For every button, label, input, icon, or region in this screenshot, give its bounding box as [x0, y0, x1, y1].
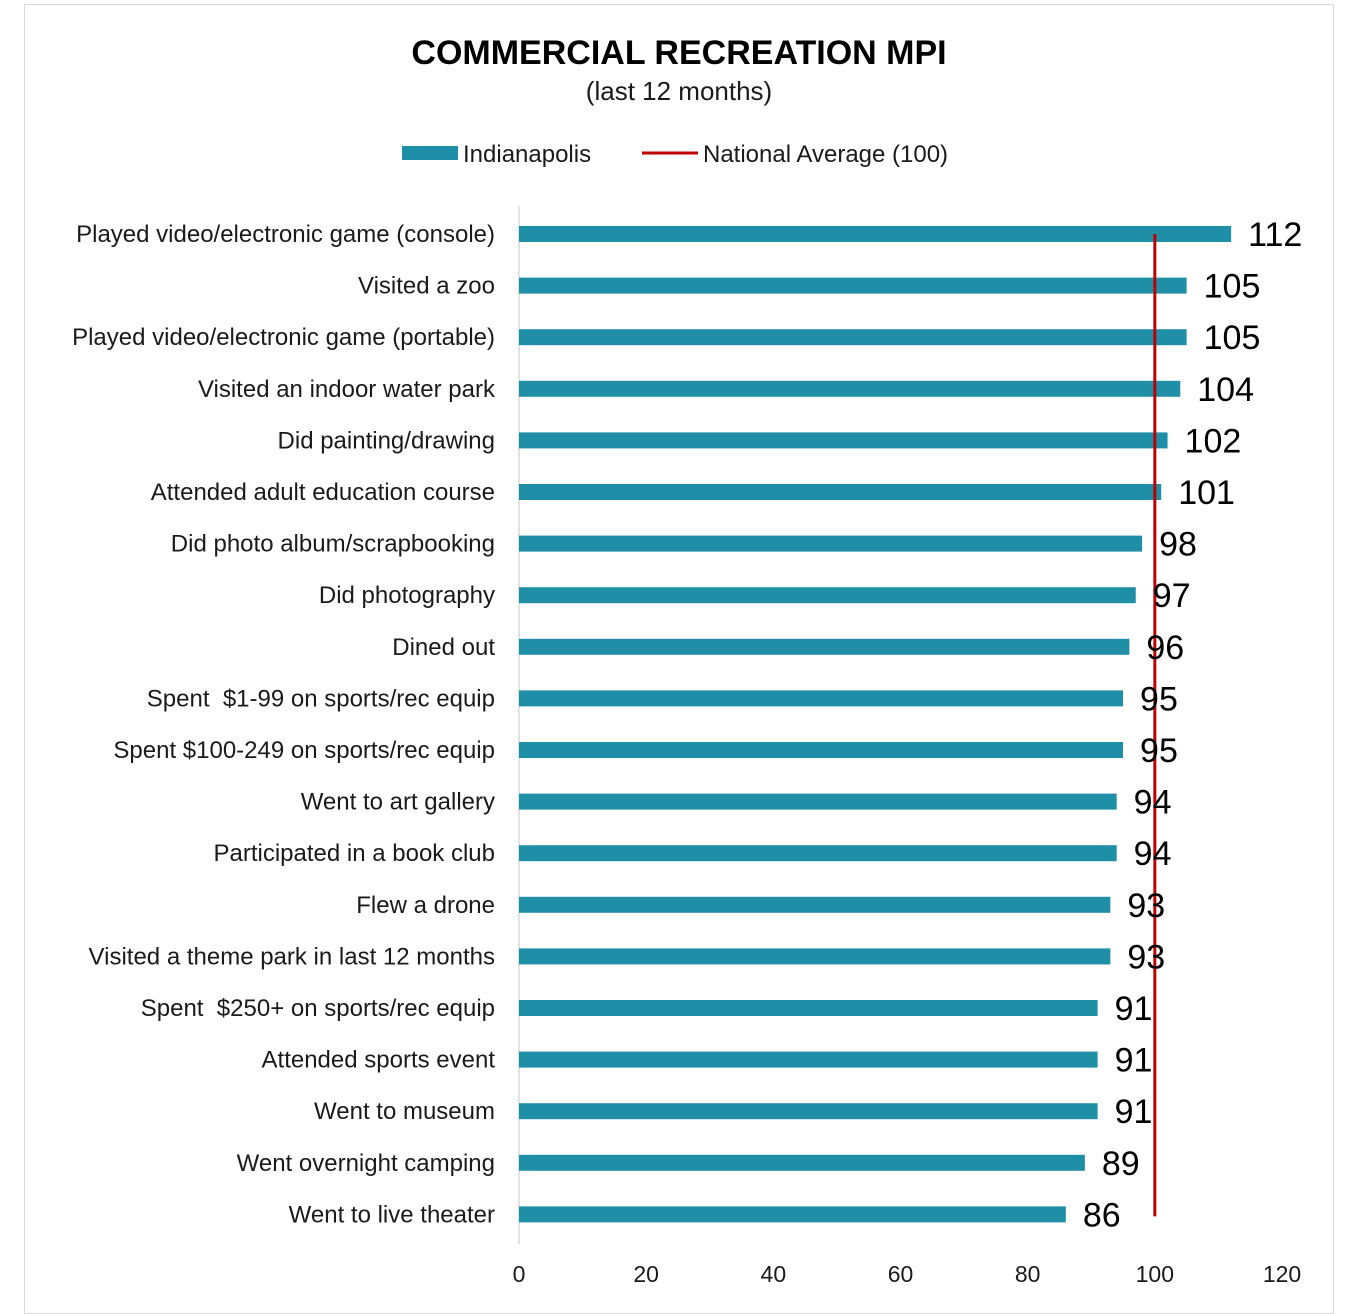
- legend-label-indianapolis: Indianapolis: [463, 141, 591, 168]
- bar: [519, 380, 1181, 397]
- data-label: 112: [1248, 216, 1302, 254]
- chart-title: COMMERCIAL RECREATION MPI: [411, 34, 946, 72]
- chart-subtitle: (last 12 months): [586, 76, 772, 106]
- legend-label-national-average: National Average (100): [703, 141, 948, 168]
- x-tick-label: 100: [1136, 1261, 1174, 1287]
- bar: [519, 638, 1130, 655]
- bar: [519, 1154, 1085, 1171]
- data-label: 93: [1127, 887, 1165, 925]
- data-label: 86: [1083, 1196, 1121, 1234]
- category-label: Attended adult education course: [151, 479, 495, 506]
- bar: [519, 896, 1111, 913]
- data-label: 94: [1134, 835, 1172, 873]
- data-label: 104: [1197, 371, 1254, 409]
- bar: [519, 277, 1187, 294]
- category-label: Visited an indoor water park: [198, 376, 496, 403]
- category-label: Played video/electronic game (portable): [72, 324, 495, 351]
- bar: [519, 690, 1124, 707]
- bar: [519, 329, 1187, 346]
- data-label: 95: [1140, 732, 1178, 770]
- bar: [519, 1000, 1098, 1016]
- x-tick-label: 80: [1015, 1261, 1041, 1287]
- category-label: Flew a drone: [356, 892, 495, 919]
- category-label: Dined out: [392, 634, 495, 661]
- data-label: 97: [1153, 577, 1191, 615]
- x-tick-label: 120: [1263, 1261, 1301, 1287]
- data-label: 96: [1146, 629, 1184, 667]
- bar: [519, 484, 1162, 500]
- category-label: Spent $100-249 on sports/rec equip: [113, 737, 495, 764]
- data-label: 105: [1204, 268, 1261, 306]
- data-label: 91: [1115, 1042, 1153, 1080]
- data-label: 105: [1204, 319, 1261, 357]
- x-tick-label: 40: [761, 1261, 787, 1287]
- category-label: Went to art gallery: [301, 789, 495, 816]
- bar: [519, 226, 1232, 242]
- x-tick-label: 0: [513, 1261, 526, 1287]
- data-label: 102: [1185, 422, 1242, 460]
- data-label: 93: [1127, 938, 1165, 976]
- data-label: 98: [1159, 526, 1197, 564]
- bar: [519, 535, 1143, 552]
- bar: [519, 587, 1136, 604]
- category-label: Did photo album/scrapbooking: [171, 531, 495, 558]
- data-label: 101: [1178, 474, 1235, 512]
- category-label: Visited a theme park in last 12 months: [89, 943, 495, 970]
- x-tick-label: 60: [888, 1261, 914, 1287]
- category-label: Participated in a book club: [213, 840, 495, 867]
- bar: [519, 793, 1117, 810]
- category-label: Did photography: [319, 582, 495, 609]
- category-label: Attended sports event: [262, 1047, 496, 1074]
- bar: [519, 742, 1124, 758]
- category-label: Did painting/drawing: [278, 427, 495, 454]
- x-tick-label: 20: [633, 1261, 659, 1287]
- category-label: Went to museum: [314, 1098, 495, 1125]
- bar: [519, 1051, 1098, 1068]
- legend: Indianapolis National Average (100): [402, 141, 948, 168]
- bar: [519, 1206, 1066, 1223]
- category-label: Went overnight camping: [237, 1150, 495, 1177]
- data-label: 91: [1115, 1093, 1153, 1131]
- bar: [519, 948, 1111, 965]
- category-label: Went to live theater: [289, 1201, 495, 1228]
- category-label: Played video/electronic game (console): [76, 221, 495, 248]
- legend-swatch-indianapolis: [402, 146, 458, 160]
- plot-area: Played video/electronic game (console) Vi…: [72, 206, 1302, 1287]
- category-label: Spent $1-99 on sports/rec equip: [147, 685, 495, 712]
- data-label: 94: [1134, 784, 1172, 822]
- bar: [519, 845, 1117, 862]
- category-label: Spent $250+ on sports/rec equip: [141, 995, 495, 1022]
- data-label: 91: [1115, 990, 1153, 1028]
- bar: [519, 432, 1168, 449]
- data-label: 89: [1102, 1145, 1140, 1183]
- chart-frame: [24, 4, 1334, 1314]
- bar: [519, 1103, 1098, 1120]
- data-label: 95: [1140, 680, 1178, 718]
- category-label: Visited a zoo: [358, 273, 495, 300]
